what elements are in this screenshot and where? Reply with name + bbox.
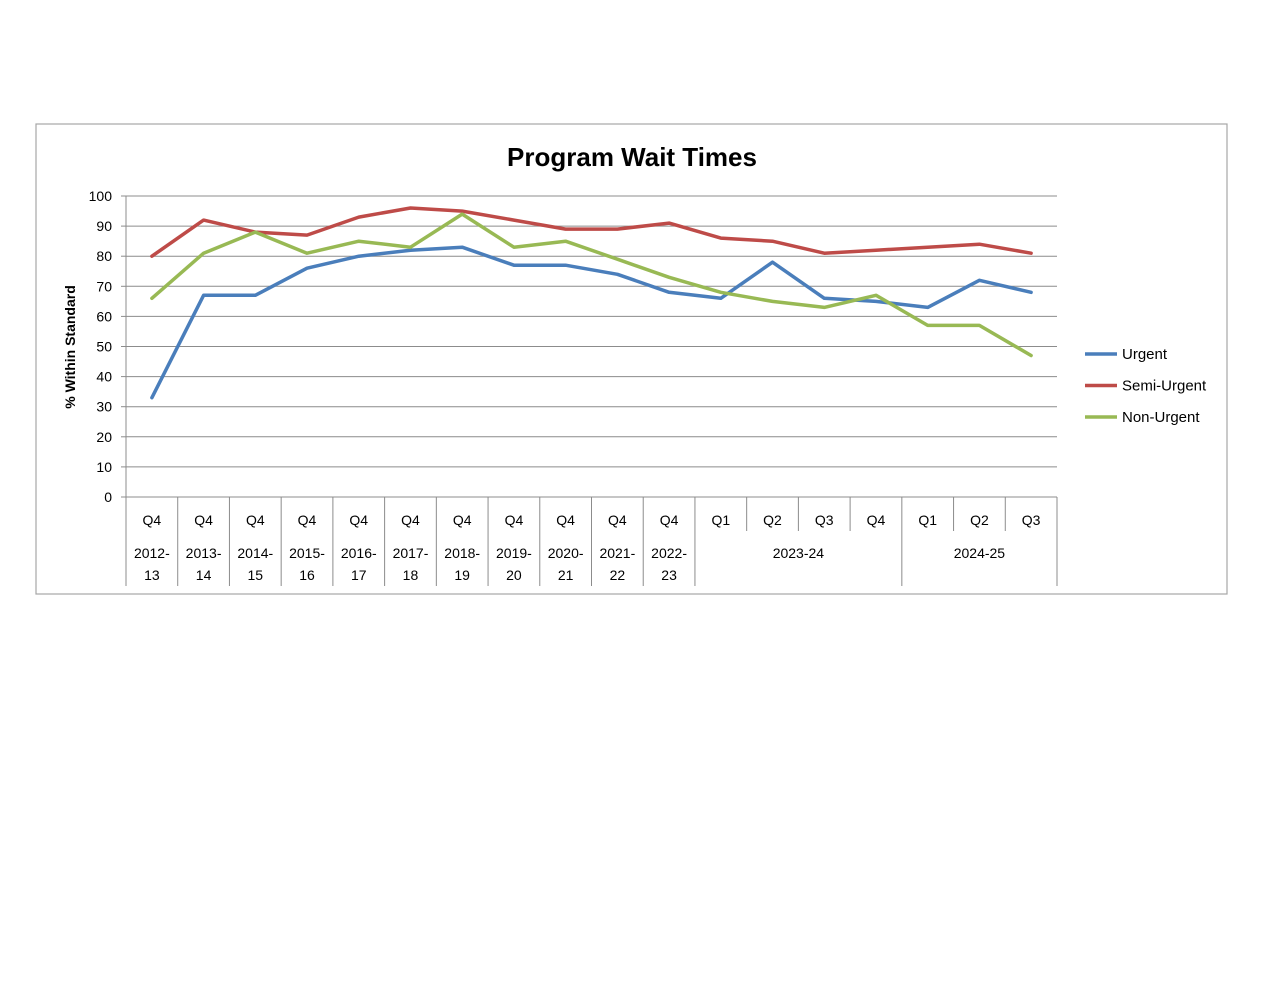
- legend: Urgent Semi-Urgent Non-Urgent: [1085, 346, 1207, 426]
- x-year-label: 13: [144, 567, 160, 583]
- x-quarter-label: Q4: [867, 512, 886, 528]
- y-tick-label: 50: [96, 339, 112, 355]
- y-axis-ticks: 0 10 20 30 40 50 60 70 80 90 100: [89, 188, 127, 505]
- legend-label: Non-Urgent: [1122, 409, 1200, 426]
- x-year-label: 19: [454, 567, 470, 583]
- legend-label: Semi-Urgent: [1122, 378, 1207, 395]
- x-year-label: 14: [196, 567, 212, 583]
- x-quarter-label: Q4: [194, 512, 213, 528]
- chart-title: Program Wait Times: [507, 142, 757, 172]
- x-quarter-label: Q1: [711, 512, 730, 528]
- x-year-label: 2015-: [289, 545, 325, 561]
- y-tick-label: 70: [96, 278, 112, 294]
- x-year-label: 18: [403, 567, 419, 583]
- x-quarter-label: Q4: [143, 512, 162, 528]
- x-quarter-label: Q4: [556, 512, 575, 528]
- x-year-label: 2022-: [651, 545, 687, 561]
- x-quarter-label: Q4: [505, 512, 524, 528]
- x-year-label: 2024-25: [954, 545, 1006, 561]
- x-quarter-label: Q4: [453, 512, 472, 528]
- x-quarter-label: Q2: [970, 512, 989, 528]
- x-year-label: 16: [299, 567, 315, 583]
- y-tick-label: 100: [89, 188, 113, 204]
- y-tick-label: 10: [96, 459, 112, 475]
- x-year-label: 23: [661, 567, 677, 583]
- x-quarter-label: Q1: [918, 512, 937, 528]
- x-year-label: 2016-: [341, 545, 377, 561]
- y-tick-label: 60: [96, 308, 112, 324]
- y-tick-label: 80: [96, 248, 112, 264]
- y-tick-label: 30: [96, 399, 112, 415]
- x-year-label: 2019-: [496, 545, 532, 561]
- legend-label: Urgent: [1122, 346, 1168, 363]
- x-axis: Q4 Q4 Q4 Q4 Q4 Q4 Q4 Q4 Q4 Q4 Q4 Q1 Q2 Q3 Q4 Q1 Q2 Q3 2012…: [125, 497, 1058, 586]
- chart-border: [35, 123, 1228, 595]
- series-line-semi-urgent: [150, 206, 1033, 258]
- series-line-non-urgent: [150, 212, 1033, 358]
- x-quarter-label: Q4: [660, 512, 679, 528]
- x-year-label: 2020-: [548, 545, 584, 561]
- x-year-label: 2017-: [393, 545, 429, 561]
- y-tick-label: 40: [96, 369, 112, 385]
- x-quarter-label: Q3: [815, 512, 834, 528]
- x-year-label: 22: [610, 567, 626, 583]
- x-quarter-label: Q4: [246, 512, 265, 528]
- x-year-label: 20: [506, 567, 522, 583]
- y-tick-label: 0: [104, 489, 112, 505]
- series-line-urgent: [150, 245, 1033, 400]
- x-year-label: 17: [351, 567, 367, 583]
- x-quarter-label: Q3: [1022, 512, 1041, 528]
- x-quarter-label: Q4: [401, 512, 420, 528]
- x-quarter-label: Q4: [298, 512, 317, 528]
- y-tick-label: 20: [96, 429, 112, 445]
- x-quarter-label: Q4: [608, 512, 627, 528]
- x-year-label: 2013-: [186, 545, 222, 561]
- y-tick-label: 90: [96, 218, 112, 234]
- x-year-label: 2018-: [444, 545, 480, 561]
- x-year-label: 2012-: [134, 545, 170, 561]
- x-year-label: 2014-: [237, 545, 273, 561]
- x-year-label: 21: [558, 567, 574, 583]
- x-year-label: 2021-: [599, 545, 635, 561]
- x-quarter-label: Q4: [349, 512, 368, 528]
- y-axis-label: % Within Standard: [62, 285, 78, 409]
- x-quarter-label: Q2: [763, 512, 782, 528]
- gridlines: [126, 195, 1057, 498]
- series-lines: [150, 206, 1033, 400]
- x-year-label: 15: [248, 567, 264, 583]
- x-year-label: 2023-24: [773, 545, 825, 561]
